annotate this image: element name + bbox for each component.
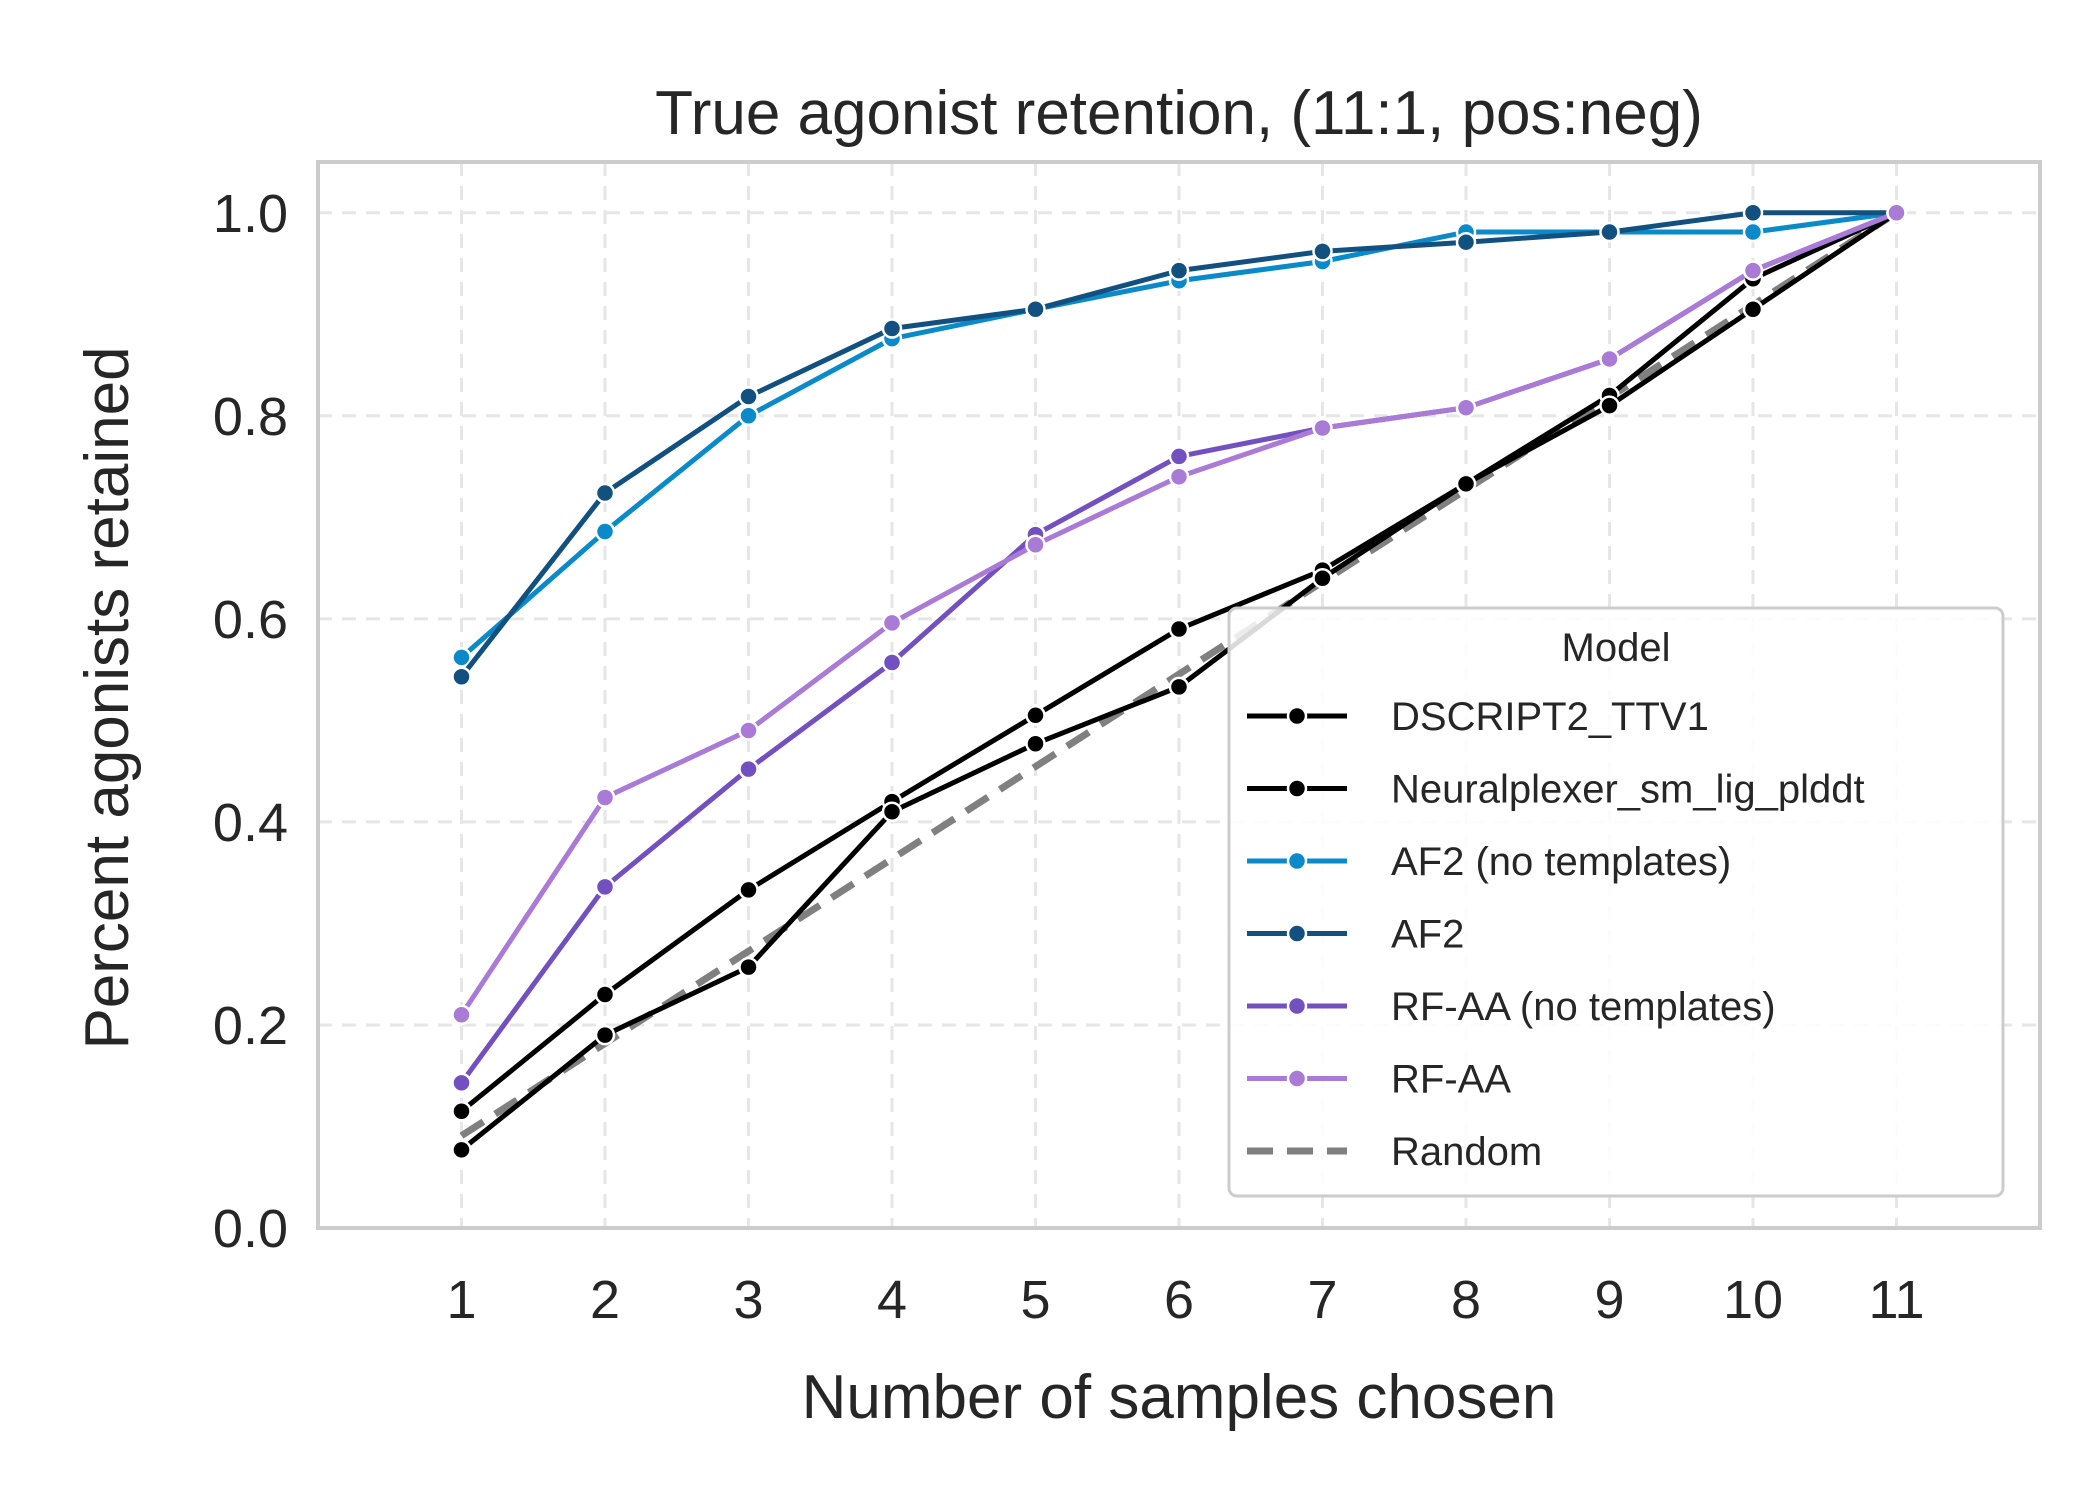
data-point [1455,231,1477,253]
series-af2 [451,202,1907,687]
legend-marker [1286,1068,1308,1089]
legend-marker [1286,778,1308,799]
legend: Model DSCRIPT2_TTV1 Neuralplexer_sm_lig_pl… [1227,606,2005,1198]
series-neuralplexer-sm-lig-plddt [451,202,1907,1161]
data-point [451,666,472,687]
data-point [881,318,903,339]
data-point [1168,466,1190,487]
legend-item: AF2 [1247,913,1464,957]
data-point [1168,676,1190,698]
data-point [594,876,616,898]
legend-title: Model [1562,626,1671,670]
x-tick-label: 9 [1594,1270,1624,1330]
y-axis-label: Percent agonists retained [73,346,142,1049]
data-point [1025,705,1046,726]
y-tick-label: 0.6 [213,590,288,650]
data-point [738,405,759,427]
data-point [594,787,616,808]
legend-label: RF-AA [1391,1058,1511,1102]
x-axis-label: Number of samples chosen [802,1363,1557,1432]
legend-item: AF2 (no templates) [1247,840,1731,884]
data-point [1025,298,1046,320]
x-tick-label: 1 [446,1270,476,1330]
data-point [1599,221,1620,243]
x-tick-label: 6 [1164,1270,1194,1330]
legend-item: Neuralplexer_sm_lig_plddt [1247,768,1865,812]
data-point [451,1100,472,1122]
series-random [459,209,1899,1139]
legend-label: AF2 [1391,913,1464,957]
x-tick-label: 2 [590,1270,620,1330]
y-tick-label: 0.8 [213,387,288,447]
legend-label: AF2 (no templates) [1391,840,1731,884]
chart-title: True agonist retention, (11:1, pos:neg) [655,79,1703,148]
legend-item: DSCRIPT2_TTV1 [1247,695,1709,739]
plot-frame [316,160,2042,1230]
data-point [738,758,759,780]
data-point [738,720,759,741]
series-line [459,209,1899,1139]
series-rf-aa [451,202,1907,1026]
data-point [451,1004,472,1026]
data-point [1025,534,1046,555]
legend-marker [1286,705,1308,727]
x-tick-label: 5 [1020,1270,1050,1330]
y-tick-label: 0.4 [213,793,288,853]
data-point [1312,241,1333,262]
data-point [1168,618,1190,640]
data-point [1742,202,1764,224]
data-point [451,647,472,668]
legend-marker [1286,923,1308,944]
data-point [738,386,759,407]
data-point [451,1139,472,1161]
legend-label: RF-AA (no templates) [1391,985,1776,1029]
data-point [1455,473,1477,495]
legend-item: RF-AA (no templates) [1247,985,1776,1029]
axis-ticks: 1 2 3 4 5 6 7 8 9 10 11 0.0 0.2 0.4 0.6 0.8 1.0 [213,184,1925,1330]
data-point [1025,733,1046,754]
series-dscript2-ttv1 [451,202,1907,1122]
x-tick-label: 10 [1723,1270,1783,1330]
data-point [594,1024,616,1046]
legend-label: Random [1391,1130,1542,1174]
data-point [594,984,616,1005]
legend-marker [1286,850,1308,872]
legend-item: Random [1247,1130,1542,1174]
data-point [1168,446,1190,467]
data-point [1886,202,1907,224]
data-point [1312,567,1333,589]
legend-box [1227,606,2005,1198]
data-point [1599,348,1620,370]
data-point [594,482,616,504]
data-point [881,801,903,823]
x-tick-label: 4 [877,1270,907,1330]
data-point [451,1072,472,1094]
data-point [1742,260,1764,281]
data-point [594,521,616,542]
legend-label: Neuralplexer_sm_lig_plddt [1391,768,1865,812]
data-point [1455,397,1477,418]
x-tick-label: 8 [1451,1270,1481,1330]
data-point [1742,298,1764,320]
data-point [1599,395,1620,416]
legend-marker [1286,995,1308,1017]
data-point [881,652,903,673]
data-point [1312,417,1333,439]
y-tick-label: 1.0 [213,184,288,244]
y-tick-label: 0.0 [213,1199,288,1259]
y-tick-label: 0.2 [213,996,288,1056]
data-point [881,612,903,634]
data-point [738,879,759,901]
data-point [1742,221,1764,243]
plot-series [451,202,1907,1161]
x-tick-label: 7 [1307,1270,1337,1330]
x-tick-label: 3 [733,1270,763,1330]
data-point [738,956,759,978]
legend-label: DSCRIPT2_TTV1 [1391,695,1709,739]
x-tick-label: 11 [1868,1270,1924,1330]
data-point [1168,260,1190,281]
legend-item: RF-AA [1247,1058,1511,1102]
